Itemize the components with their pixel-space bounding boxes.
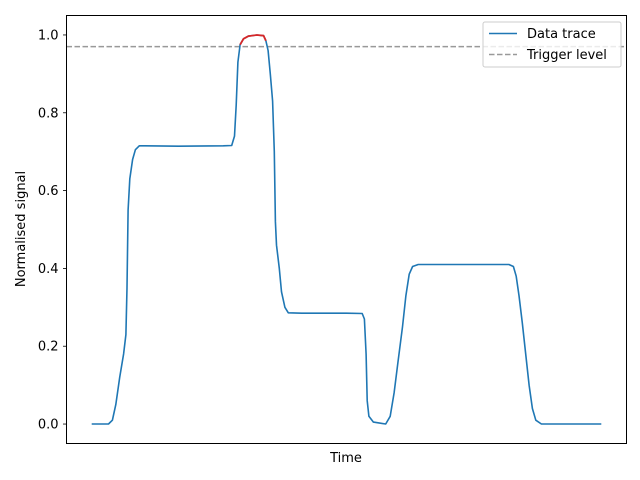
y-tick-label: 1.0 [38,28,59,43]
legend-trigger-label: Trigger level [526,48,607,63]
y-axis-label: Normalised signal [14,171,29,287]
x-axis-label: Time [329,451,362,466]
plot-frame [66,15,627,444]
data-trace-line [91,34,602,425]
y-tick-label: 0.0 [38,418,59,433]
y-tick-label: 0.2 [38,340,59,355]
y-tick-label: 0.4 [38,262,59,277]
y-tick-label: 0.6 [38,184,59,199]
legend-box [482,21,622,68]
legend: Data trace Trigger level [482,21,622,68]
legend-trace-label: Data trace [527,27,596,42]
plot-area [66,15,627,444]
peak-highlight-line [239,34,267,46]
plot-background [66,15,627,444]
y-tick-label: 0.8 [38,106,59,121]
y-axis-ticks: 0.0 0.2 0.4 0.6 0.8 1.0 [38,28,67,433]
